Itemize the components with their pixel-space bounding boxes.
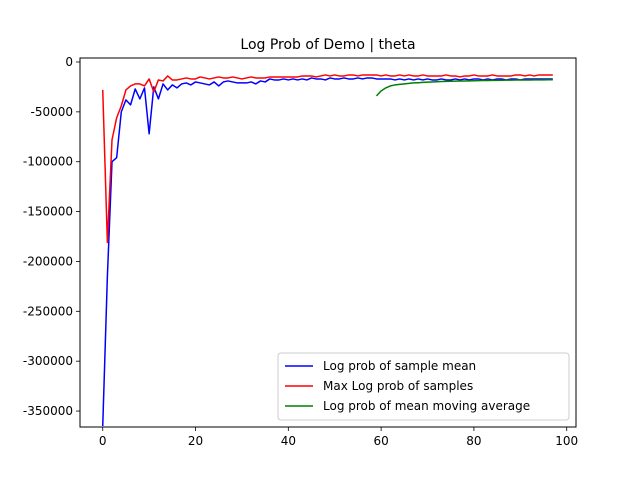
x-tick-label: 80 [466, 434, 481, 448]
x-axis: 0 20 40 60 80 100 [99, 427, 578, 448]
series-line-3 [375, 78, 553, 97]
x-tick-label: 100 [555, 434, 578, 448]
x-tick-label: 0 [99, 434, 107, 448]
y-tick-label: -50000 [30, 105, 73, 119]
y-tick-label: -200000 [23, 254, 73, 268]
chart-title: Log Prob of Demo | theta [240, 37, 415, 53]
y-tick-label: -250000 [23, 304, 73, 318]
legend-box [277, 352, 570, 421]
y-tick-label: -350000 [23, 404, 73, 418]
series-layer [101, 74, 553, 427]
x-tick-label: 40 [281, 434, 296, 448]
y-tick-label: -100000 [23, 155, 73, 169]
x-tick-label: 20 [188, 434, 203, 448]
legend-label-3: Log prob of mean moving average [323, 399, 530, 413]
x-tick-label: 60 [373, 434, 388, 448]
series-line-1 [101, 77, 553, 427]
y-tick-label: -300000 [23, 354, 73, 368]
plot-frame [79, 57, 577, 428]
y-tick-label: 0 [65, 55, 73, 69]
legend-label-1: Log prob of sample mean [323, 359, 476, 373]
series-line-2 [101, 74, 553, 244]
legend: Log prob of sample mean Max Log prob of s… [277, 352, 570, 421]
y-axis: 0 -50000 -100000 -150000 -200000 -250000 -3000… [23, 55, 80, 418]
legend-label-2: Max Log prob of samples [323, 379, 473, 393]
y-tick-label: -150000 [23, 205, 73, 219]
